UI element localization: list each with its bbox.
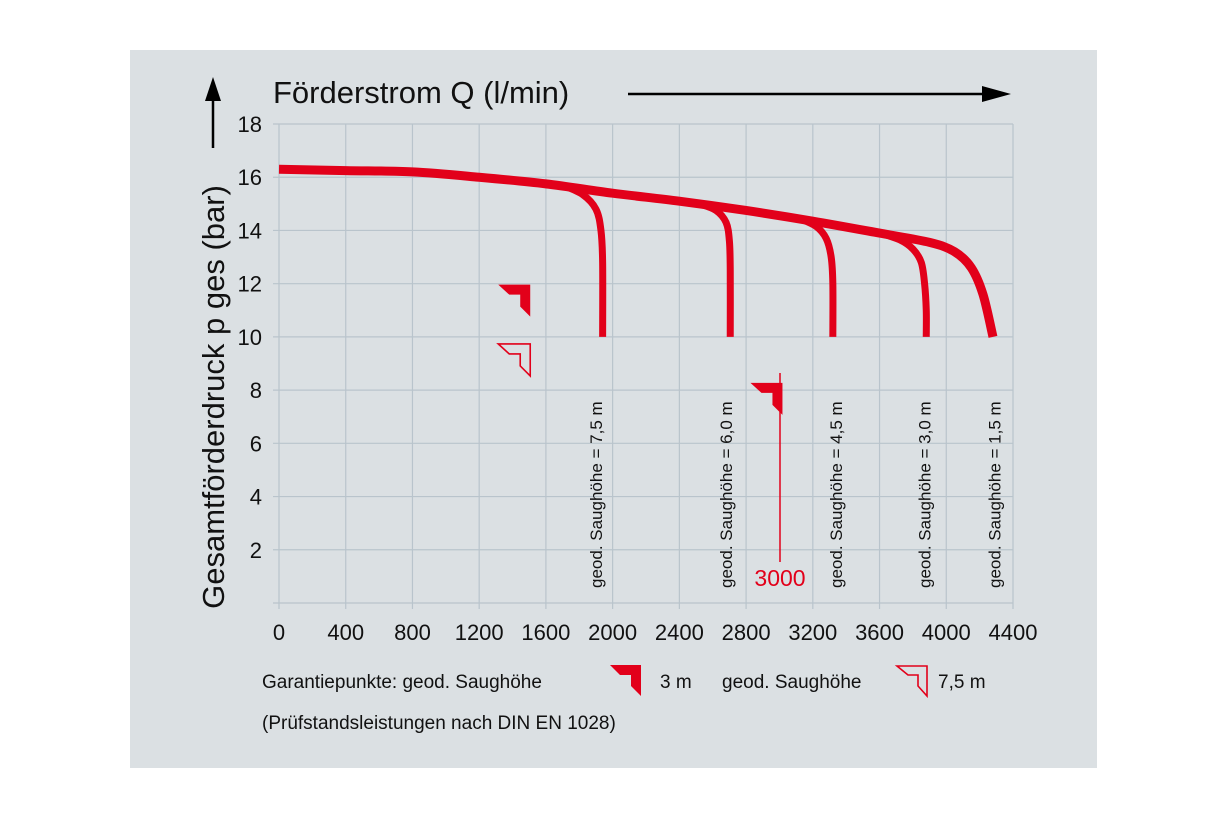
legend-prefix: Garantiepunkte: geod. Saughöhe — [262, 672, 542, 693]
y-tick-label: 8 — [250, 378, 262, 403]
guarantee-markers — [496, 284, 783, 415]
y-tick-label: 4 — [250, 485, 262, 510]
curve-geod-saugh-he-3-0-m — [878, 229, 930, 337]
x-axis-title: Förderstrom Q (l/min) — [273, 75, 569, 110]
curve-geod-saugh-he-1-5-m — [278, 164, 998, 338]
curve-geod-saugh-he-6-0-m — [698, 200, 734, 337]
y-tick-label: 18 — [238, 112, 262, 137]
guarantee-marker-outline — [496, 343, 532, 378]
x-tick-label: 800 — [394, 620, 431, 645]
legend-filled-marker-icon — [610, 665, 641, 696]
y-tick-label: 10 — [238, 325, 262, 350]
x-tick-label: 3600 — [855, 620, 904, 645]
x-tick-label: 4400 — [989, 620, 1038, 645]
legend-middle: geod. Saughöhe — [722, 672, 861, 693]
x-tick-label: 2000 — [588, 620, 637, 645]
y-axis-title: Gesamtförderdruck p ges (bar) — [196, 185, 231, 609]
curve-label: geod. Saughöhe = 1,5 m — [986, 401, 1005, 588]
x-axis-arrow-icon — [628, 86, 1011, 102]
curve-label: geod. Saughöhe = 7,5 m — [587, 401, 606, 588]
tick-labels: 0 400 800 1200 1600 2000 2400 2800 3200 3600 4000 4… — [238, 112, 1038, 645]
y-axis-arrow-icon — [205, 77, 221, 148]
guarantee-marker-filled — [498, 284, 531, 317]
x-tick-label: 2800 — [722, 620, 771, 645]
x-tick-label: 0 — [273, 620, 285, 645]
x-tick-label: 1200 — [455, 620, 504, 645]
y-tick-label: 14 — [238, 218, 262, 243]
x-tick-label: 400 — [327, 620, 364, 645]
annotation-3000: 3000 — [754, 565, 805, 591]
legend-item2-label: 7,5 m — [938, 672, 986, 693]
legend-item1-label: 3 m — [660, 672, 692, 693]
curve-geod-saugh-he-4-5-m — [797, 215, 837, 337]
x-tick-label: 1600 — [521, 620, 570, 645]
x-tick-label: 4000 — [922, 620, 971, 645]
curve-labels: geod. Saughöhe = 7,5 m geod. Saughöhe = 6… — [587, 401, 1005, 588]
y-tick-label: 16 — [238, 165, 262, 190]
curves — [278, 164, 998, 338]
x-tick-label: 2400 — [655, 620, 704, 645]
x-tick-label: 3200 — [788, 620, 837, 645]
guarantee-marker-filled — [750, 382, 783, 415]
legend-outline-marker-icon — [894, 665, 928, 699]
curve-geod-saugh-he-7-5-m — [561, 181, 607, 337]
curve-label: geod. Saughöhe = 3,0 m — [916, 401, 935, 588]
y-tick-label: 12 — [238, 272, 262, 297]
curve-label: geod. Saughöhe = 4,5 m — [827, 401, 846, 588]
y-tick-label: 6 — [250, 431, 262, 456]
curve-label: geod. Saughöhe = 6,0 m — [717, 401, 736, 588]
y-tick-label: 2 — [250, 538, 262, 563]
legend-note: (Prüfstandsleistungen nach DIN EN 1028) — [262, 713, 616, 734]
